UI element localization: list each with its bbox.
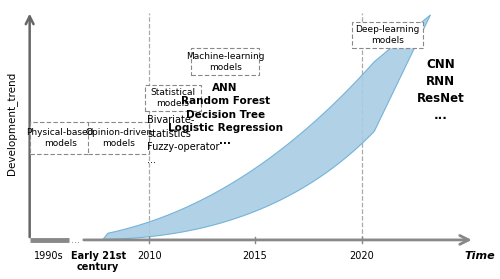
Text: 2020: 2020 <box>350 251 374 261</box>
Text: Early 21st
century: Early 21st century <box>70 251 126 272</box>
FancyBboxPatch shape <box>88 122 150 154</box>
Text: Statistical
models: Statistical models <box>150 88 195 108</box>
Text: Physical-based
models: Physical-based models <box>26 128 94 148</box>
Polygon shape <box>103 15 430 239</box>
Text: CNN
RNN
ResNet
...: CNN RNN ResNet ... <box>416 58 464 122</box>
Text: 2010: 2010 <box>137 251 162 261</box>
FancyBboxPatch shape <box>30 122 91 154</box>
Text: 1990s: 1990s <box>34 251 64 261</box>
FancyBboxPatch shape <box>352 21 423 48</box>
Text: Deep-learning
models: Deep-learning models <box>356 25 420 45</box>
FancyBboxPatch shape <box>144 85 201 111</box>
Text: ANN
Random Forest
Decision Tree
Logistic Regression
...: ANN Random Forest Decision Tree Logistic… <box>168 83 282 146</box>
Text: Machine-learning
models: Machine-learning models <box>186 52 264 72</box>
Text: Development_trend: Development_trend <box>6 72 17 175</box>
Text: ...: ... <box>70 235 80 245</box>
Text: Bivariate-
statistics
Fuzzy-operator
...: Bivariate- statistics Fuzzy-operator ... <box>147 115 220 165</box>
Text: 2015: 2015 <box>242 251 267 261</box>
FancyBboxPatch shape <box>191 48 260 75</box>
Text: Opinion-driven
models: Opinion-driven models <box>86 128 152 148</box>
Text: Time: Time <box>464 251 494 261</box>
